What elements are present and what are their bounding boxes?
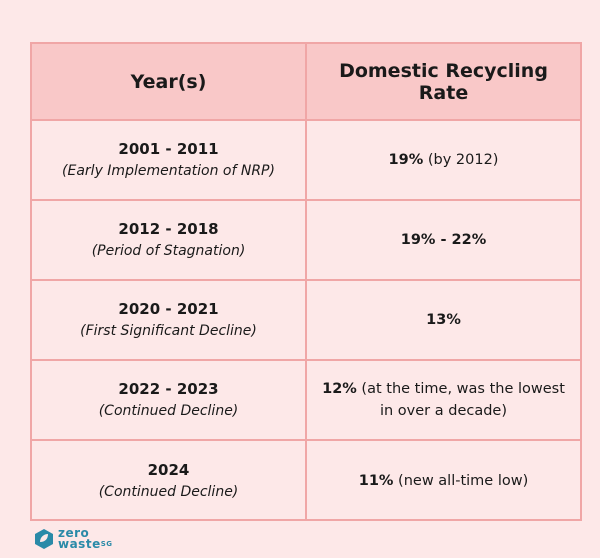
row-4-rate-value: 12% [322,381,357,397]
row-4-years-cell: 2022 - 2023 (Continued Decline) [32,361,307,441]
row-5-note: (Continued Decline) [98,484,239,500]
row-2-rate-cell: 19% - 22% [307,201,580,281]
logo-wordmark: zero wasteSG [58,526,113,551]
recycling-rate-table: Year(s) Domestic Recycling Rate 2001 - 2… [30,42,582,521]
row-1-note: (Early Implementation of NRP) [62,163,275,179]
row-1-rate-cell: 19% (by 2012) [307,121,580,201]
row-3-note: (First Significant Decline) [80,323,257,339]
row-4-note: (Continued Decline) [98,403,239,419]
row-1-years: 2001 - 2011 [118,140,219,158]
row-2-note: (Period of Stagnation) [91,243,246,259]
logo-line-2: wasteSG [58,537,113,551]
row-5-rate-value: 11% [358,473,394,489]
row-5-rate-cell: 11% (new all-time low) [307,441,580,521]
row-3-years-cell: 2020 - 2021 (First Significant Decline) [32,281,307,361]
row-3-rate-value: 13% [426,312,461,328]
row-3-rate-cell: 13% [307,281,580,361]
row-3-years: 2020 - 2021 [118,300,219,318]
row-4-years: 2022 - 2023 [118,380,219,398]
row-1-rate-value: 19% [388,152,424,168]
row-1-rate-detail: (by 2012) [423,152,499,168]
logo-suffix: SG [100,540,113,548]
row-5-years-cell: 2024 (Continued Decline) [32,441,307,521]
header-years: Year(s) [32,44,307,121]
row-4-rate-detail: (at the time, was the lowest in over a d… [356,381,565,419]
header-rate: Domestic Recycling Rate [307,44,580,121]
row-5-years: 2024 [147,461,190,479]
row-1-years-cell: 2001 - 2011 (Early Implementation of NRP… [32,121,307,201]
row-2-rate-value: 19% - 22% [400,232,487,248]
row-4-rate-cell: 12% (at the time, was the lowest in over… [307,361,580,441]
row-2-years-cell: 2012 - 2018 (Period of Stagnation) [32,201,307,281]
zero-waste-sg-logo: zero wasteSG [34,526,113,551]
hexagon-leaf-icon [35,529,53,549]
row-5-rate-detail: (new all-time low) [393,473,529,489]
logo-line-2-word: waste [58,537,101,551]
logo-line-1: zero [58,526,90,540]
row-2-years: 2012 - 2018 [118,220,219,238]
